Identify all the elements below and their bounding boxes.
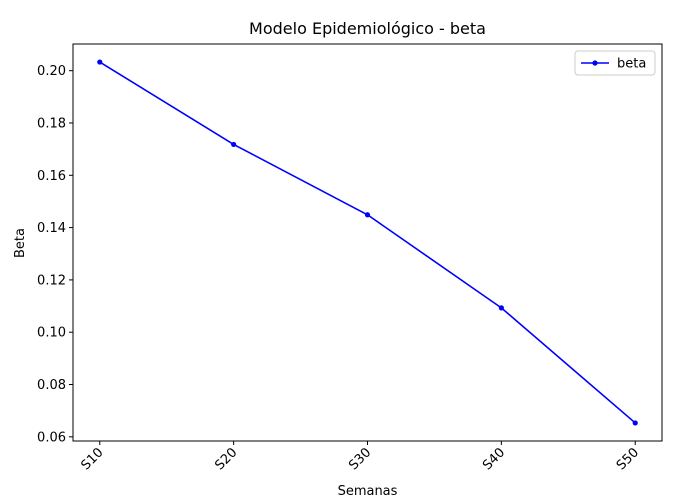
legend: beta xyxy=(574,50,656,76)
chart-title: Modelo Epidemiológico - beta xyxy=(249,19,486,38)
legend-label: beta xyxy=(617,57,646,72)
y-tick-label: 0.14 xyxy=(37,221,66,236)
data-point xyxy=(364,212,371,218)
y-tick-label: 0.16 xyxy=(37,169,66,184)
data-point xyxy=(97,59,103,65)
x-axis-label: Semanas xyxy=(338,484,398,499)
y-tick-label: 0.20 xyxy=(37,64,66,79)
data-point xyxy=(498,305,504,311)
legend-box xyxy=(574,50,656,76)
y-tick-label: 0.10 xyxy=(37,326,66,341)
y-tick-label: 0.08 xyxy=(37,378,66,393)
y-tick-label: 0.18 xyxy=(37,116,66,131)
y-tick-label: 0.06 xyxy=(37,430,66,445)
data-point xyxy=(231,141,237,148)
data-point xyxy=(632,420,638,426)
y-axis-label: Beta xyxy=(13,228,28,258)
legend-marker-swatch xyxy=(592,60,598,66)
y-tick-label: 0.12 xyxy=(37,273,66,288)
